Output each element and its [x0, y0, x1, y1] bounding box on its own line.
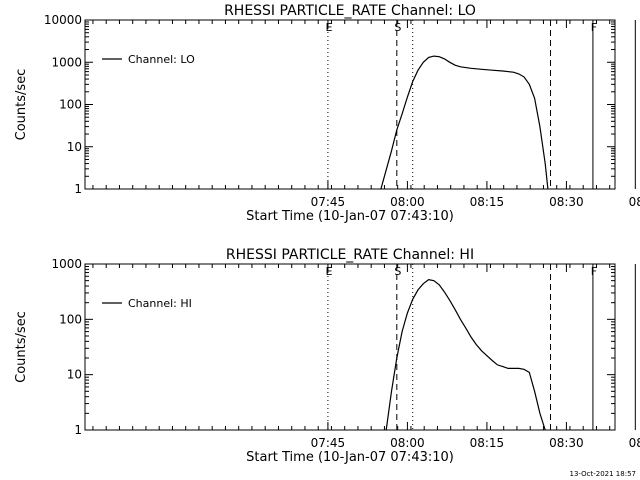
y-tick-label: 1000: [51, 257, 82, 271]
y-axis-label: Counts/sec: [14, 311, 29, 383]
y-tick-label: 10: [67, 368, 82, 382]
series-line: [380, 55, 549, 190]
x-axis-label: Start Time (10-Jan-07 07:43:10): [246, 209, 454, 224]
flag-marker-label: E: [325, 265, 332, 278]
chart-title: RHESSI PARTICLE_RATE Channel: HI: [226, 247, 474, 263]
x-tick-label: 08:15: [470, 436, 505, 450]
x-tick-label: 07:45: [311, 436, 346, 450]
x-tick-label: 08:45: [629, 195, 640, 209]
chart-panel-2: RHESSI PARTICLE_RATE Channel: HI 1 10 100 10…: [14, 247, 640, 465]
y-tick-label: 100: [59, 98, 82, 112]
y-tick-label: 100: [59, 312, 82, 326]
series-line: [385, 279, 546, 431]
plot-frame: [84, 263, 616, 431]
x-axis-label: Start Time (10-Jan-07 07:43:10): [246, 450, 454, 465]
y-tick-label: 1000: [51, 55, 82, 69]
y-tick-label: 1: [74, 182, 82, 196]
y-tick-label: 10000: [44, 13, 82, 27]
x-tick-label: 08:15: [470, 195, 505, 209]
x-tick-label: 08:45: [629, 436, 640, 450]
x-tick-label: 08:30: [549, 195, 584, 209]
y-tick-label: 1: [74, 423, 82, 437]
x-tick-label: 08:30: [549, 436, 584, 450]
flag-marker-label: S: [394, 265, 401, 278]
footer-timestamp: 13-Oct-2021 18:57: [569, 470, 636, 478]
flag-marker-label: F: [591, 265, 597, 278]
flag-marker-label: S: [394, 21, 401, 34]
x-tick-label: 07:45: [311, 195, 346, 209]
legend-label: Channel: LO: [128, 53, 195, 66]
legend-label: Channel: HI: [128, 297, 192, 310]
flag-marker-label: E: [325, 21, 332, 34]
x-tick-label: 08:00: [390, 436, 425, 450]
y-axis-label: Counts/sec: [14, 69, 29, 141]
x-tick-label: 08:00: [390, 195, 425, 209]
chart-panel-1: RHESSI PARTICLE_RATE Channel: LO 1 10 100 10…: [14, 3, 640, 224]
y-tick-label: 10: [67, 140, 82, 154]
flag-marker-label: F: [591, 21, 597, 34]
chart-title: RHESSI PARTICLE_RATE Channel: LO: [224, 3, 476, 19]
